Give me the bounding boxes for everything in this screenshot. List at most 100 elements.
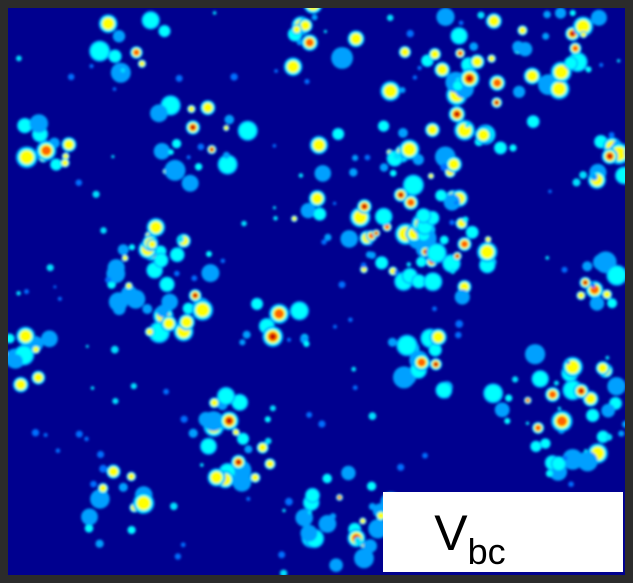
field-blob [306,39,314,47]
field-blob [187,155,191,159]
field-blob [164,318,174,328]
field-blob [189,429,198,438]
field-blob [608,154,613,159]
field-blob [47,264,54,271]
field-blob [535,425,541,431]
field-blob [376,209,391,224]
field-blob [174,271,180,277]
field-blob [433,332,444,343]
field-blob [282,509,286,513]
field-blob [369,252,376,259]
field-blob [319,515,337,533]
field-blob [312,14,318,20]
field-blob [417,209,430,222]
field-blob [113,302,126,315]
field-blob [562,456,567,461]
field-blob [265,438,272,445]
field-blob [351,367,356,372]
field-blob [430,344,441,355]
field-blob [394,270,399,275]
field-blob [413,275,425,287]
field-blob [429,174,433,178]
field-blob [469,42,478,51]
field-blob [270,334,276,340]
field-blob [434,363,438,367]
field-blob [68,74,75,81]
field-blob [293,26,300,33]
field-blob [452,29,467,44]
field-blob [541,439,550,448]
field-blob [432,306,437,311]
field-blob [118,244,129,255]
field-blob [495,101,498,104]
field-blob [278,551,285,558]
field-blob [485,385,502,402]
field-blob [417,66,421,70]
field-blob [109,467,118,476]
field-blob [97,451,104,458]
field-blob [449,220,454,225]
field-blob [486,237,491,242]
field-blob [489,16,499,26]
field-blob [105,277,111,283]
field-blob [481,245,494,258]
field-blob [177,236,184,243]
field-blob [243,331,251,339]
field-blob [353,385,358,390]
field-blob [292,217,296,221]
field-blob [89,64,93,68]
field-blob [112,398,118,404]
field-blob [436,191,446,201]
field-blob [252,474,259,481]
field-blob [181,416,188,423]
field-blob [495,142,506,153]
field-blob [549,391,556,398]
field-blob [51,159,61,169]
field-blob [265,417,270,422]
field-blob [16,56,22,62]
field-blob [99,465,107,473]
field-blob [587,410,598,421]
field-blob [531,442,541,452]
field-blob [493,79,501,87]
field-blob [299,173,304,178]
field-blob [236,460,240,464]
field-blob [543,11,551,19]
field-blob [489,56,495,62]
field-blob [329,558,343,572]
field-blob [273,216,278,221]
field-blob [403,143,416,156]
field-blob [93,191,100,198]
field-blob [211,472,223,484]
field-blob [593,254,609,270]
field-blob [91,42,109,60]
field-blob [113,30,125,42]
field-blob [137,496,151,510]
field-blob [90,481,97,488]
field-blob [32,429,39,436]
field-blob [454,201,458,205]
field-blob [579,171,587,179]
field-blob [56,448,61,453]
field-blob [233,430,238,435]
field-blob [428,245,445,262]
field-blob [287,61,299,73]
field-blob [422,453,428,459]
field-blob [111,63,131,83]
field-blob [341,466,355,480]
field-blob [195,164,201,170]
field-blob [598,364,607,373]
field-blob [609,132,615,138]
field-blob [200,463,204,467]
field-blob [165,160,186,181]
field-blob [545,256,549,260]
field-blob [140,510,143,513]
field-blob [338,496,341,499]
field-blob [182,175,199,192]
field-blob [397,464,404,471]
field-blob [100,485,107,492]
field-blob [398,128,408,138]
field-blob [467,76,473,82]
field-blob [455,320,463,328]
field-blob [129,245,134,250]
